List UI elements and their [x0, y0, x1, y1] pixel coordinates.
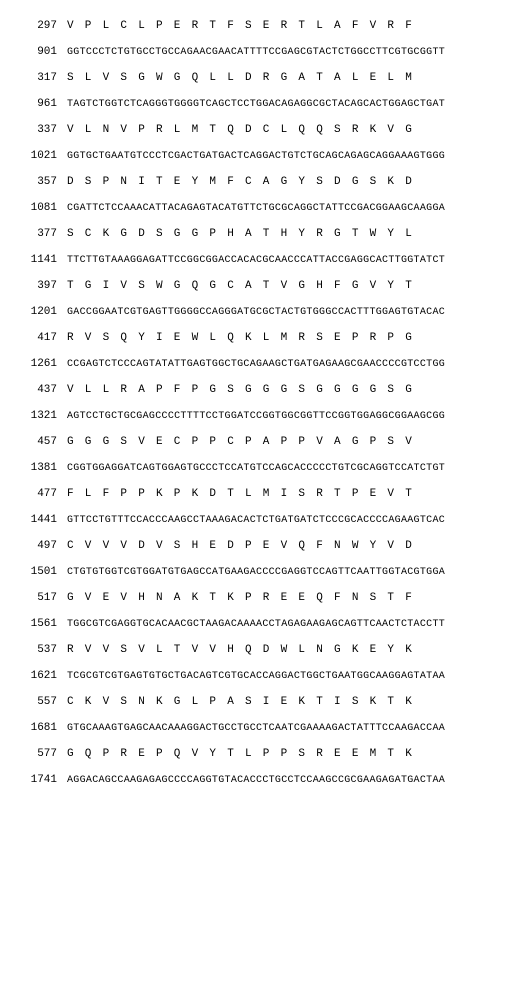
amino-acid-sequence: GQPREPQVYTLPPSREEMTK — [67, 748, 423, 760]
position-number: 1201 — [15, 306, 67, 318]
amino-acid-row: 357DSPNITEYMFCAGYSDGSKD — [15, 176, 498, 188]
amino-acid-row: 417RVSQYIEWLQKLMRSEPRPG — [15, 332, 498, 344]
position-number: 297 — [15, 20, 67, 32]
position-number: 1621 — [15, 670, 67, 682]
dna-row: 1201GACCGGAATCGTGAGTTGGGGCCAGGGATGCGCTAC… — [15, 306, 498, 318]
position-number: 557 — [15, 696, 67, 708]
position-number: 577 — [15, 748, 67, 760]
position-number: 457 — [15, 436, 67, 448]
dna-row: 1501CTGTGTGGTCGTGGATGTGAGCCATGAAGACCCCGA… — [15, 566, 498, 578]
dna-sequence: TGGCGTCGAGGTGCACAACGCTAAGACAAAACCTAGAGAA… — [67, 619, 445, 630]
amino-acid-sequence: VPLCLPERTFSERTLAFVRF — [67, 20, 423, 32]
amino-acid-sequence: GGGSVECPPCPAPPVAGPSV — [67, 436, 423, 448]
position-number: 1141 — [15, 254, 67, 266]
amino-acid-row: 437VLLRAPFPGSGGGSGGGGSG — [15, 384, 498, 396]
dna-row: 1021GGTGCTGAATGTCCCTCGACTGATGACTCAGGACTG… — [15, 150, 498, 162]
amino-acid-row: 297VPLCLPERTFSERTLAFVRF — [15, 20, 498, 32]
amino-acid-sequence: CKVSNKGLPASIEKTISKTK — [67, 696, 423, 708]
position-number: 317 — [15, 72, 67, 84]
amino-acid-row: 457GGGSVECPPCPAPPVAGPSV — [15, 436, 498, 448]
position-number: 517 — [15, 592, 67, 604]
position-number: 1681 — [15, 722, 67, 734]
position-number: 337 — [15, 124, 67, 136]
dna-row: 901GGTCCCTCTGTGCCTGCCAGAACGAACATTTTCCGAG… — [15, 46, 498, 58]
amino-acid-row: 397TGIVSWGQGCATVGHFGVYT — [15, 280, 498, 292]
amino-acid-row: 317SLVSGWGQLLDRGATALELM — [15, 72, 498, 84]
position-number: 1081 — [15, 202, 67, 214]
position-number: 357 — [15, 176, 67, 188]
amino-acid-sequence: SLVSGWGQLLDRGATALELM — [67, 72, 423, 84]
dna-sequence: GTTCCTGTTTCCACCCAAGCCTAAAGACACTCTGATGATC… — [67, 515, 445, 526]
dna-row: 961TAGTCTGGTCTCAGGGTGGGGTCAGCTCCTGGACAGA… — [15, 98, 498, 110]
dna-sequence: GACCGGAATCGTGAGTTGGGGCCAGGGATGCGCTACTGTG… — [67, 307, 445, 318]
position-number: 477 — [15, 488, 67, 500]
dna-sequence: GGTGCTGAATGTCCCTCGACTGATGACTCAGGACTGTCTG… — [67, 151, 445, 162]
amino-acid-row: 577GQPREPQVYTLPPSREEMTK — [15, 748, 498, 760]
amino-acid-row: 337VLNVPRLMTQDCLQQSRKVG — [15, 124, 498, 136]
dna-sequence: TTCTTGTAAAGGAGATTCCGGCGGACCACACGCAACCCAT… — [67, 255, 445, 266]
dna-row: 1141TTCTTGTAAAGGAGATTCCGGCGGACCACACGCAAC… — [15, 254, 498, 266]
position-number: 961 — [15, 98, 67, 110]
amino-acid-sequence: VLNVPRLMTQDCLQQSRKVG — [67, 124, 423, 136]
amino-acid-row: 557CKVSNKGLPASIEKTISKTK — [15, 696, 498, 708]
amino-acid-row: 377SCKGDSGGPHATHYRGTWYL — [15, 228, 498, 240]
position-number: 1561 — [15, 618, 67, 630]
dna-sequence: CGATTCTCCAAACATTACAGAGTACATGTTCTGCGCAGGC… — [67, 203, 445, 214]
position-number: 1321 — [15, 410, 67, 422]
dna-row: 1621TCGCGTCGTGAGTGTGCTGACAGTCGTGCACCAGGA… — [15, 670, 498, 682]
amino-acid-sequence: CVVVDVSHEDPEVQFNWYVD — [67, 540, 423, 552]
amino-acid-row: 497CVVVDVSHEDPEVQFNWYVD — [15, 540, 498, 552]
position-number: 1381 — [15, 462, 67, 474]
amino-acid-row: 517GVEVHNAKTKPREEQFNSTF — [15, 592, 498, 604]
position-number: 537 — [15, 644, 67, 656]
dna-sequence: AGTCCTGCTGCGAGCCCCTTTTCCTGGATCCGGTGGCGGT… — [67, 411, 445, 422]
amino-acid-sequence: SCKGDSGGPHATHYRGTWYL — [67, 228, 423, 240]
amino-acid-sequence: DSPNITEYMFCAGYSDGSKD — [67, 176, 423, 188]
dna-row: 1561TGGCGTCGAGGTGCACAACGCTAAGACAAAACCTAG… — [15, 618, 498, 630]
position-number: 497 — [15, 540, 67, 552]
amino-acid-sequence: VLLRAPFPGSGGGSGGGGSG — [67, 384, 423, 396]
amino-acid-sequence: RVVSVLTVVHQDWLNGKEYK — [67, 644, 423, 656]
amino-acid-row: 537RVVSVLTVVHQDWLNGKEYK — [15, 644, 498, 656]
dna-sequence: GGTCCCTCTGTGCCTGCCAGAACGAACATTTTCCGAGCGT… — [67, 47, 445, 58]
dna-row: 1681GTGCAAAGTGAGCAACAAAGGACTGCCTGCCTCAAT… — [15, 722, 498, 734]
position-number: 417 — [15, 332, 67, 344]
position-number: 1501 — [15, 566, 67, 578]
dna-row: 1381CGGTGGAGGATCAGTGGAGTGCCCTCCATGTCCAGC… — [15, 462, 498, 474]
dna-row: 1321AGTCCTGCTGCGAGCCCCTTTTCCTGGATCCGGTGG… — [15, 410, 498, 422]
dna-sequence: AGGACAGCCAAGAGAGCCCCAGGTGTACACCCTGCCTCCA… — [67, 775, 445, 786]
amino-acid-sequence: FLFPPKPKDTLMISRTPEVT — [67, 488, 423, 500]
position-number: 377 — [15, 228, 67, 240]
dna-row: 1741AGGACAGCCAAGAGAGCCCCAGGTGTACACCCTGCC… — [15, 774, 498, 786]
position-number: 901 — [15, 46, 67, 58]
dna-sequence: CCGAGTCTCCCAGTATATTGAGTGGCTGCAGAAGCTGATG… — [67, 359, 445, 370]
amino-acid-row: 477FLFPPKPKDTLMISRTPEVT — [15, 488, 498, 500]
position-number: 1441 — [15, 514, 67, 526]
dna-sequence: TAGTCTGGTCTCAGGGTGGGGTCAGCTCCTGGACAGAGGC… — [67, 99, 445, 110]
dna-row: 1261CCGAGTCTCCCAGTATATTGAGTGGCTGCAGAAGCT… — [15, 358, 498, 370]
dna-row: 1081CGATTCTCCAAACATTACAGAGTACATGTTCTGCGC… — [15, 202, 498, 214]
position-number: 437 — [15, 384, 67, 396]
position-number: 1021 — [15, 150, 67, 162]
dna-sequence: GTGCAAAGTGAGCAACAAAGGACTGCCTGCCTCAATCGAA… — [67, 723, 445, 734]
amino-acid-sequence: GVEVHNAKTKPREEQFNSTF — [67, 592, 423, 604]
dna-sequence: TCGCGTCGTGAGTGTGCTGACAGTCGTGCACCAGGACTGG… — [67, 671, 445, 682]
dna-sequence: CGGTGGAGGATCAGTGGAGTGCCCTCCATGTCCAGCACCC… — [67, 463, 445, 474]
amino-acid-sequence: TGIVSWGQGCATVGHFGVYT — [67, 280, 423, 292]
dna-sequence: CTGTGTGGTCGTGGATGTGAGCCATGAAGACCCCGAGGTC… — [67, 567, 445, 578]
position-number: 1741 — [15, 774, 67, 786]
position-number: 397 — [15, 280, 67, 292]
dna-row: 1441GTTCCTGTTTCCACCCAAGCCTAAAGACACTCTGAT… — [15, 514, 498, 526]
amino-acid-sequence: RVSQYIEWLQKLMRSEPRPG — [67, 332, 423, 344]
position-number: 1261 — [15, 358, 67, 370]
